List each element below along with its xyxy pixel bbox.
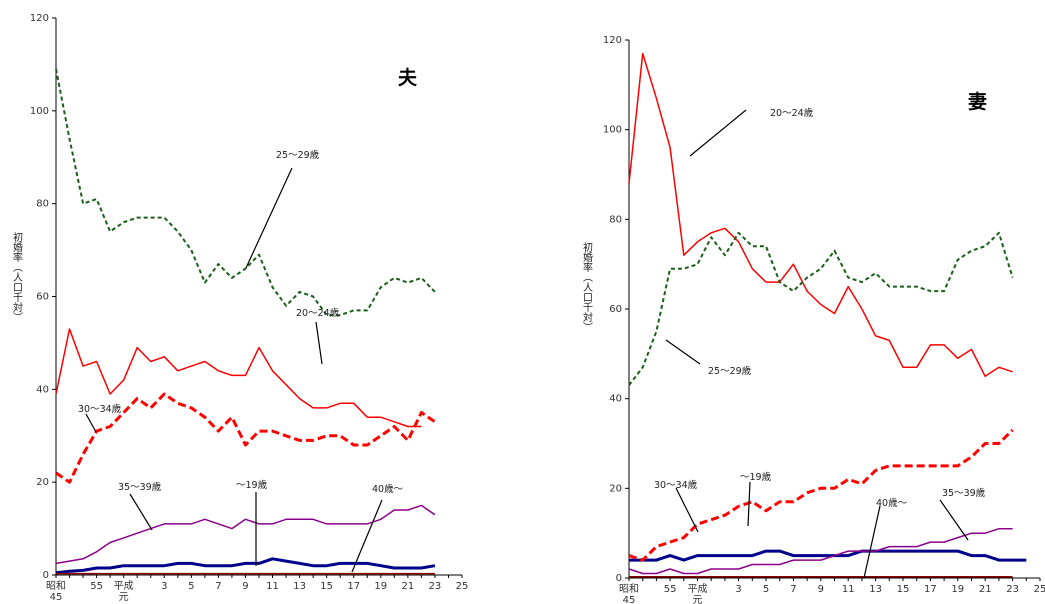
series-line-1 bbox=[629, 549, 1027, 562]
wife-label-40-plus: 40歳～ bbox=[876, 497, 908, 509]
husband-annotations: 25～29歳 20～24歳 30～34歳 35～39歳 ～19歳 40歳～ bbox=[78, 149, 404, 573]
y-tick-label: 80 bbox=[36, 199, 49, 210]
annotation-leader bbox=[129, 493, 153, 531]
x-tick-label: 15 bbox=[320, 581, 333, 592]
y-tick-label: 0 bbox=[616, 573, 622, 584]
annotation-leader bbox=[863, 505, 881, 579]
x-tick-label: 5 bbox=[188, 581, 194, 592]
x-tick-label: 3 bbox=[735, 584, 741, 595]
x-tick-label: 9 bbox=[242, 581, 248, 592]
x-tick-label: 平成 bbox=[688, 583, 708, 595]
annotation-leader bbox=[315, 321, 323, 365]
x-tick-label: 7 bbox=[215, 581, 221, 592]
x-tick-label: 23 bbox=[1006, 584, 1019, 595]
y-tick-label: 80 bbox=[609, 214, 622, 225]
x-tick-label: 11 bbox=[842, 584, 855, 595]
y-axis-label-text: 初婚率（人口千対） bbox=[11, 231, 23, 322]
x-tick-label: 昭和 bbox=[46, 580, 66, 592]
x-tick-label: 平成 bbox=[114, 580, 134, 592]
y-tick-label: 20 bbox=[609, 483, 622, 494]
series-line-2 bbox=[55, 328, 422, 428]
series-line-1 bbox=[55, 557, 436, 575]
annotation-leader bbox=[665, 339, 701, 365]
wife-annotations: 20～24歳 25～29歳 30～34歳 ～19歳 40歳～ 35～39歳 bbox=[654, 107, 986, 579]
husband-title: 夫 bbox=[398, 67, 418, 89]
y-tick-label: 120 bbox=[30, 13, 49, 24]
series-line-3 bbox=[55, 68, 436, 317]
y-tick-label: 20 bbox=[36, 477, 49, 488]
x-tick-label: 3 bbox=[161, 581, 167, 592]
y-tick-label: 100 bbox=[30, 106, 49, 117]
x-tick-label: 5 bbox=[763, 584, 769, 595]
series-line-5 bbox=[628, 527, 1013, 575]
husband-label-under-19: ～19歳 bbox=[236, 479, 268, 491]
series-line-2 bbox=[628, 52, 1013, 378]
x-tick-label: 45 bbox=[623, 595, 636, 604]
husband-label-25-29: 25～29歳 bbox=[276, 149, 320, 161]
x-tick-label: 元 bbox=[119, 592, 129, 603]
annotation-leader bbox=[939, 499, 969, 541]
x-tick-label: 17 bbox=[347, 581, 360, 592]
series-line-4 bbox=[55, 392, 436, 484]
x-tick-label: 17 bbox=[924, 584, 937, 595]
annotation-leader bbox=[351, 499, 383, 573]
husband-label-40-plus: 40歳～ bbox=[372, 483, 404, 495]
x-tick-label: 13 bbox=[869, 584, 882, 595]
y-tick-label: 60 bbox=[36, 292, 49, 303]
x-tick-label: 55 bbox=[664, 584, 677, 595]
wife-title: 妻 bbox=[968, 90, 987, 113]
wife-label-20-24: 20～24歳 bbox=[770, 107, 814, 119]
x-tick-label: 21 bbox=[401, 581, 414, 592]
annotation-leader bbox=[689, 109, 747, 157]
y-tick-label: 40 bbox=[36, 384, 49, 395]
wife-y-axis-label: 初婚率（人口千対） bbox=[581, 241, 593, 332]
x-tick-label: 13 bbox=[293, 581, 306, 592]
wife-label-25-29: 25～29歳 bbox=[708, 365, 752, 377]
x-tick-label: 19 bbox=[374, 581, 387, 592]
x-tick-label: 元 bbox=[693, 595, 703, 604]
x-tick-label: 25 bbox=[456, 581, 469, 592]
x-tick-label: 15 bbox=[897, 584, 910, 595]
series-line-4 bbox=[628, 428, 1014, 562]
annotation-leader bbox=[747, 481, 751, 527]
x-tick-label: 9 bbox=[818, 584, 824, 595]
y-tick-label: 0 bbox=[43, 570, 49, 581]
annotation-leader bbox=[85, 413, 97, 433]
y-tick-label: 40 bbox=[609, 394, 622, 405]
annotation-leader bbox=[245, 167, 293, 269]
wife-label-under-19: ～19歳 bbox=[740, 471, 772, 483]
wife-label-35-39: 35～39歳 bbox=[942, 487, 986, 499]
x-tick-label: 昭和 bbox=[619, 583, 639, 595]
x-tick-label: 11 bbox=[266, 581, 279, 592]
series-line-5 bbox=[55, 504, 436, 565]
x-tick-label: 45 bbox=[50, 592, 63, 603]
husband-label-30-34: 30～34歳 bbox=[78, 403, 122, 415]
husband-y-axis-label: 初婚率（人口千対） bbox=[11, 231, 23, 322]
x-tick-label: 7 bbox=[790, 584, 796, 595]
y-tick-label: 120 bbox=[603, 35, 622, 46]
y-tick-label: 100 bbox=[603, 125, 622, 136]
y-tick-label: 60 bbox=[609, 304, 622, 315]
husband-label-35-39: 35～39歳 bbox=[118, 481, 162, 493]
husband-series bbox=[55, 68, 436, 575]
x-tick-label: 21 bbox=[979, 584, 992, 595]
series-line-3 bbox=[628, 231, 1014, 386]
wife-series bbox=[628, 52, 1027, 578]
x-tick-label: 19 bbox=[951, 584, 964, 595]
y-axis-label-text: 初婚率（人口千対） bbox=[581, 241, 593, 332]
husband-label-20-24: 20～24歳 bbox=[296, 307, 340, 319]
x-tick-label: 23 bbox=[429, 581, 442, 592]
annotation-leader bbox=[675, 487, 699, 533]
x-tick-label: 25 bbox=[1034, 584, 1045, 595]
x-tick-label: 55 bbox=[90, 581, 103, 592]
wife-label-30-34: 30～34歳 bbox=[654, 479, 698, 491]
